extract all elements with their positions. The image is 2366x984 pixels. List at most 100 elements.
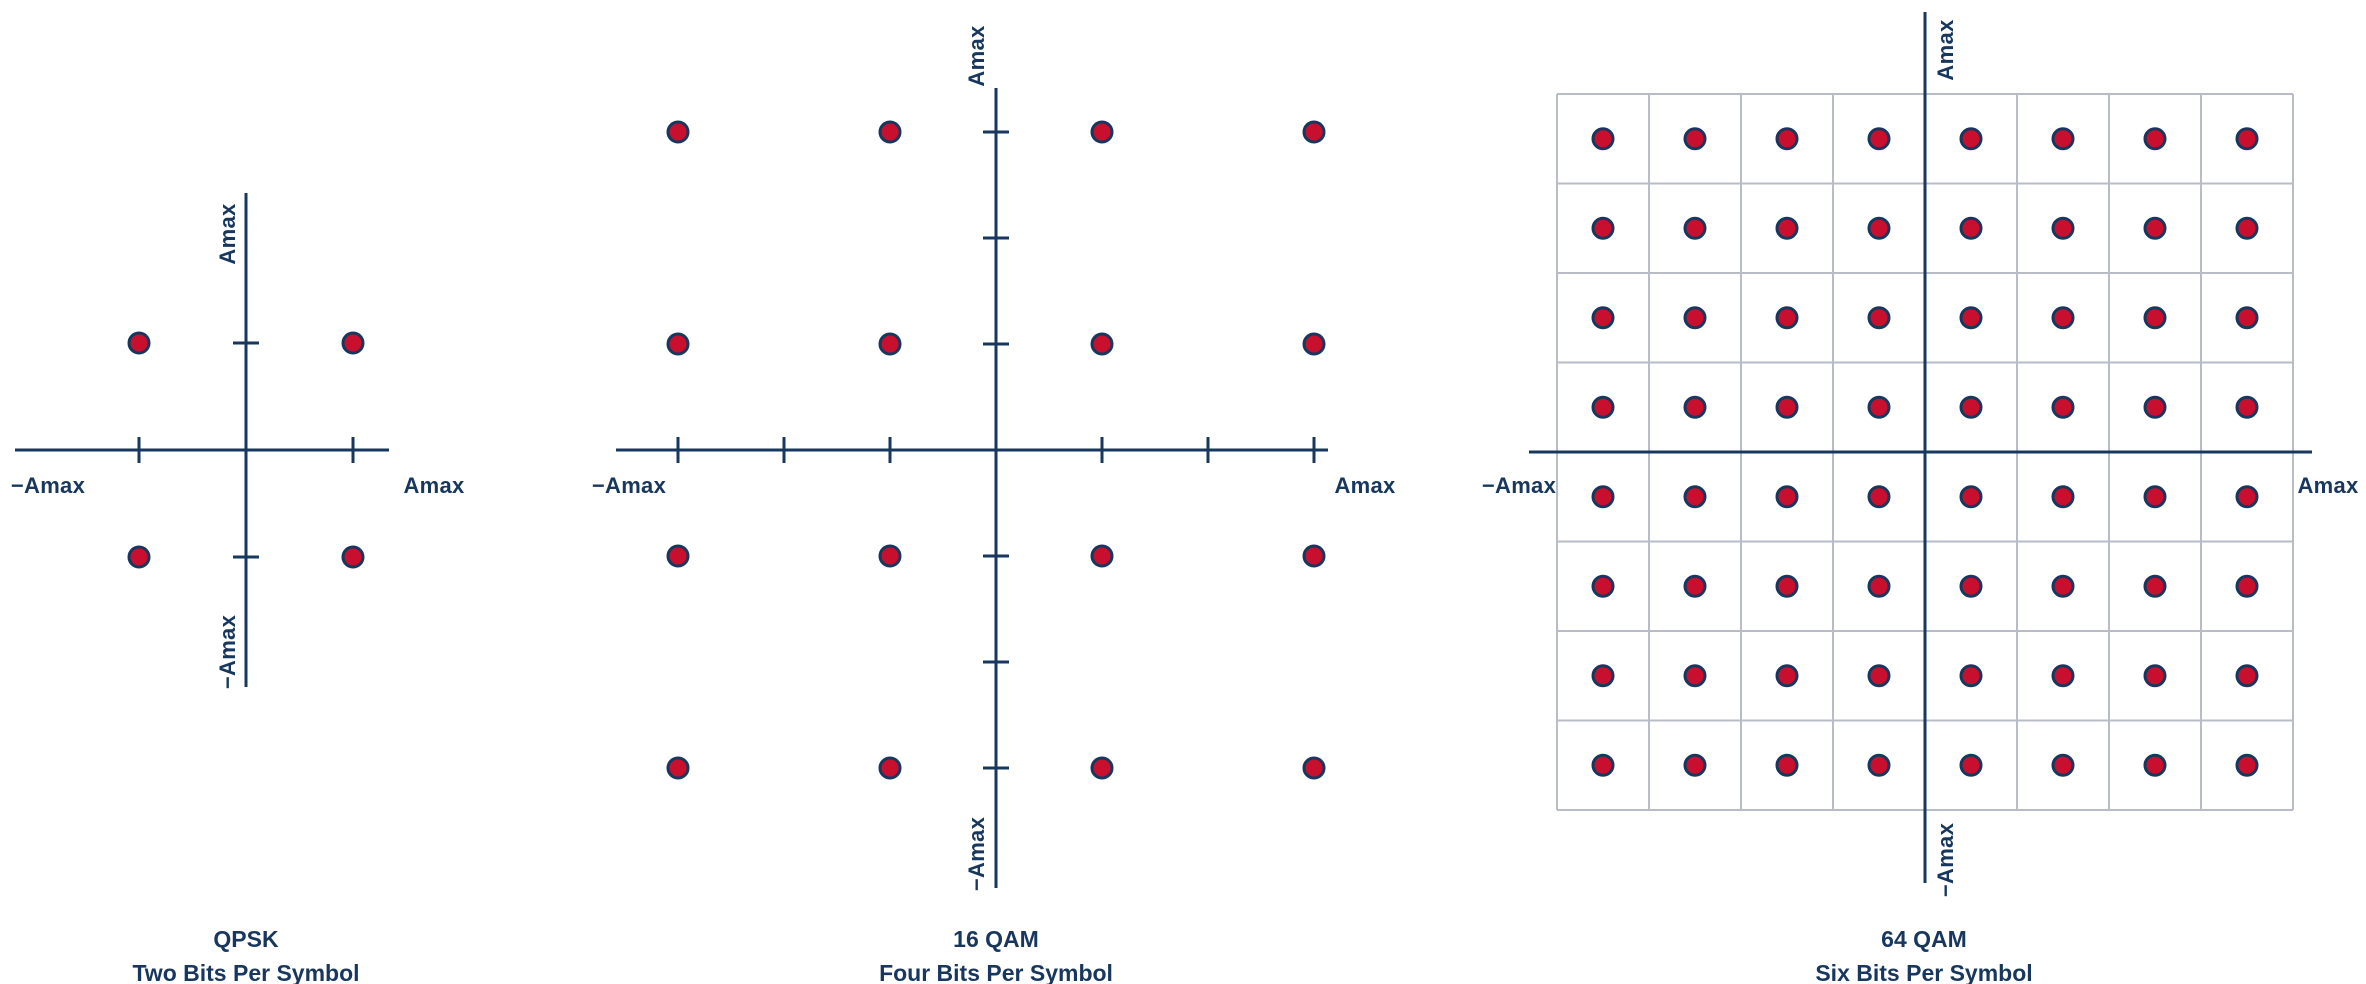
64qam-constellation-point: [2143, 753, 2167, 777]
64qam-constellation-point: [1867, 753, 1891, 777]
qpsk-caption-title: QPSK: [213, 926, 279, 952]
64qam-constellation-point: [1683, 664, 1707, 688]
qam64-caption-subtitle: Six Bits Per Symbol: [1815, 960, 2033, 984]
64qam-constellation-point: [1775, 306, 1799, 330]
64qam-constellation-point: [2051, 574, 2075, 598]
16qam-constellation-point: [878, 120, 902, 144]
64qam-constellation-point: [1959, 306, 1983, 330]
qam64-axis-label-bottom: −Amax: [1933, 822, 1958, 898]
64qam-constellation-point: [2143, 664, 2167, 688]
qam64-axis-label-left: −Amax: [1481, 473, 1557, 498]
64qam-constellation-point: [1959, 127, 1983, 151]
64qam-constellation-point: [2235, 216, 2259, 240]
qam64-axis-label-right: Amax: [2297, 473, 2359, 498]
qpsk-constellation-point: [341, 545, 365, 569]
16qam-constellation-point: [1302, 332, 1326, 356]
64qam-constellation-point: [1591, 753, 1615, 777]
16qam-constellation-point: [666, 120, 690, 144]
64qam-constellation-point: [1775, 395, 1799, 419]
64qam-constellation-point: [2051, 753, 2075, 777]
64qam-constellation-point: [2143, 485, 2167, 509]
64qam-constellation-point: [1867, 485, 1891, 509]
qam16-axis-label-top: Amax: [964, 25, 989, 87]
64qam-constellation-point: [2051, 306, 2075, 330]
64qam-constellation-point: [1683, 127, 1707, 151]
64qam-constellation-point: [1959, 664, 1983, 688]
16qam-constellation-point: [1090, 756, 1114, 780]
64qam-constellation-point: [2143, 574, 2167, 598]
qpsk-axis-label-top: Amax: [215, 203, 240, 265]
qpsk-constellation-point: [127, 545, 151, 569]
64qam-constellation-point: [1683, 306, 1707, 330]
16qam-constellation-point: [1302, 756, 1326, 780]
64qam-constellation-point: [1591, 395, 1615, 419]
64qam-constellation-point: [1959, 753, 1983, 777]
64qam-constellation-point: [2235, 485, 2259, 509]
64qam-constellation-point: [2143, 306, 2167, 330]
64qam-constellation-point: [1591, 485, 1615, 509]
64qam-constellation-point: [2051, 395, 2075, 419]
16qam-constellation-point: [1090, 332, 1114, 356]
16qam-constellation-point: [878, 332, 902, 356]
qam16-axis-label-left: −Amax: [591, 473, 667, 498]
16qam-constellation-point: [1090, 120, 1114, 144]
64qam-constellation-point: [1867, 216, 1891, 240]
qam16-axis-label-bottom: −Amax: [964, 816, 989, 892]
64qam-constellation-point: [1867, 395, 1891, 419]
64qam-constellation-point: [1959, 485, 1983, 509]
16qam-constellation-point: [878, 756, 902, 780]
qpsk-constellation-point: [127, 331, 151, 355]
64qam-constellation-point: [2051, 664, 2075, 688]
64qam-constellation-point: [1867, 306, 1891, 330]
64qam-constellation-point: [1775, 574, 1799, 598]
64qam-constellation-point: [2235, 395, 2259, 419]
64qam-constellation-point: [2235, 127, 2259, 151]
64qam-constellation-point: [2235, 574, 2259, 598]
qpsk-constellation-point: [341, 331, 365, 355]
64qam-constellation-point: [2143, 395, 2167, 419]
qam16-axis-label-right: Amax: [1334, 473, 1396, 498]
qpsk-axis-label-left: −Amax: [10, 473, 86, 498]
64qam-constellation-point: [1683, 485, 1707, 509]
64qam-constellation-point: [2235, 664, 2259, 688]
qpsk-caption: QPSK Two Bits Per Symbol: [132, 922, 359, 984]
64qam-constellation-point: [1867, 664, 1891, 688]
16qam-constellation-point: [666, 756, 690, 780]
16qam-constellation-point: [878, 544, 902, 568]
64qam-constellation-point: [1775, 216, 1799, 240]
64qam-constellation-point: [2143, 127, 2167, 151]
64qam-constellation-point: [1959, 395, 1983, 419]
64qam-constellation-point: [1959, 216, 1983, 240]
16qam-constellation-point: [1302, 120, 1326, 144]
qam16-caption-subtitle: Four Bits Per Symbol: [879, 960, 1113, 984]
16qam-constellation-point: [1302, 544, 1326, 568]
64qam-constellation-point: [2051, 127, 2075, 151]
64qam-constellation-point: [1591, 574, 1615, 598]
64qam-constellation-point: [2235, 753, 2259, 777]
64qam-constellation-point: [2143, 216, 2167, 240]
qpsk-axis-label-right: Amax: [403, 473, 465, 498]
64qam-constellation-point: [1683, 216, 1707, 240]
qam64-caption-title: 64 QAM: [1881, 926, 1967, 952]
16qam-constellation-point: [666, 332, 690, 356]
64qam-constellation-point: [2235, 306, 2259, 330]
64qam-constellation-point: [1775, 753, 1799, 777]
64qam-constellation-point: [1959, 574, 1983, 598]
qam64-axis-label-top: Amax: [1933, 19, 1958, 81]
16qam-constellation-point: [1090, 544, 1114, 568]
64qam-constellation-point: [1683, 395, 1707, 419]
64qam-constellation-point: [1591, 127, 1615, 151]
64qam-constellation-point: [2051, 485, 2075, 509]
qpsk-caption-subtitle: Two Bits Per Symbol: [132, 960, 360, 984]
64qam-constellation-point: [1591, 664, 1615, 688]
64qam-constellation-point: [1683, 753, 1707, 777]
qam16-caption: 16 QAM Four Bits Per Symbol: [879, 922, 1113, 984]
qam16-caption-title: 16 QAM: [953, 926, 1039, 952]
64qam-constellation-point: [1591, 306, 1615, 330]
16qam-constellation-point: [666, 544, 690, 568]
qam64-caption: 64 QAM Six Bits Per Symbol: [1815, 922, 2032, 984]
64qam-constellation-point: [1775, 485, 1799, 509]
64qam-constellation-point: [1591, 216, 1615, 240]
